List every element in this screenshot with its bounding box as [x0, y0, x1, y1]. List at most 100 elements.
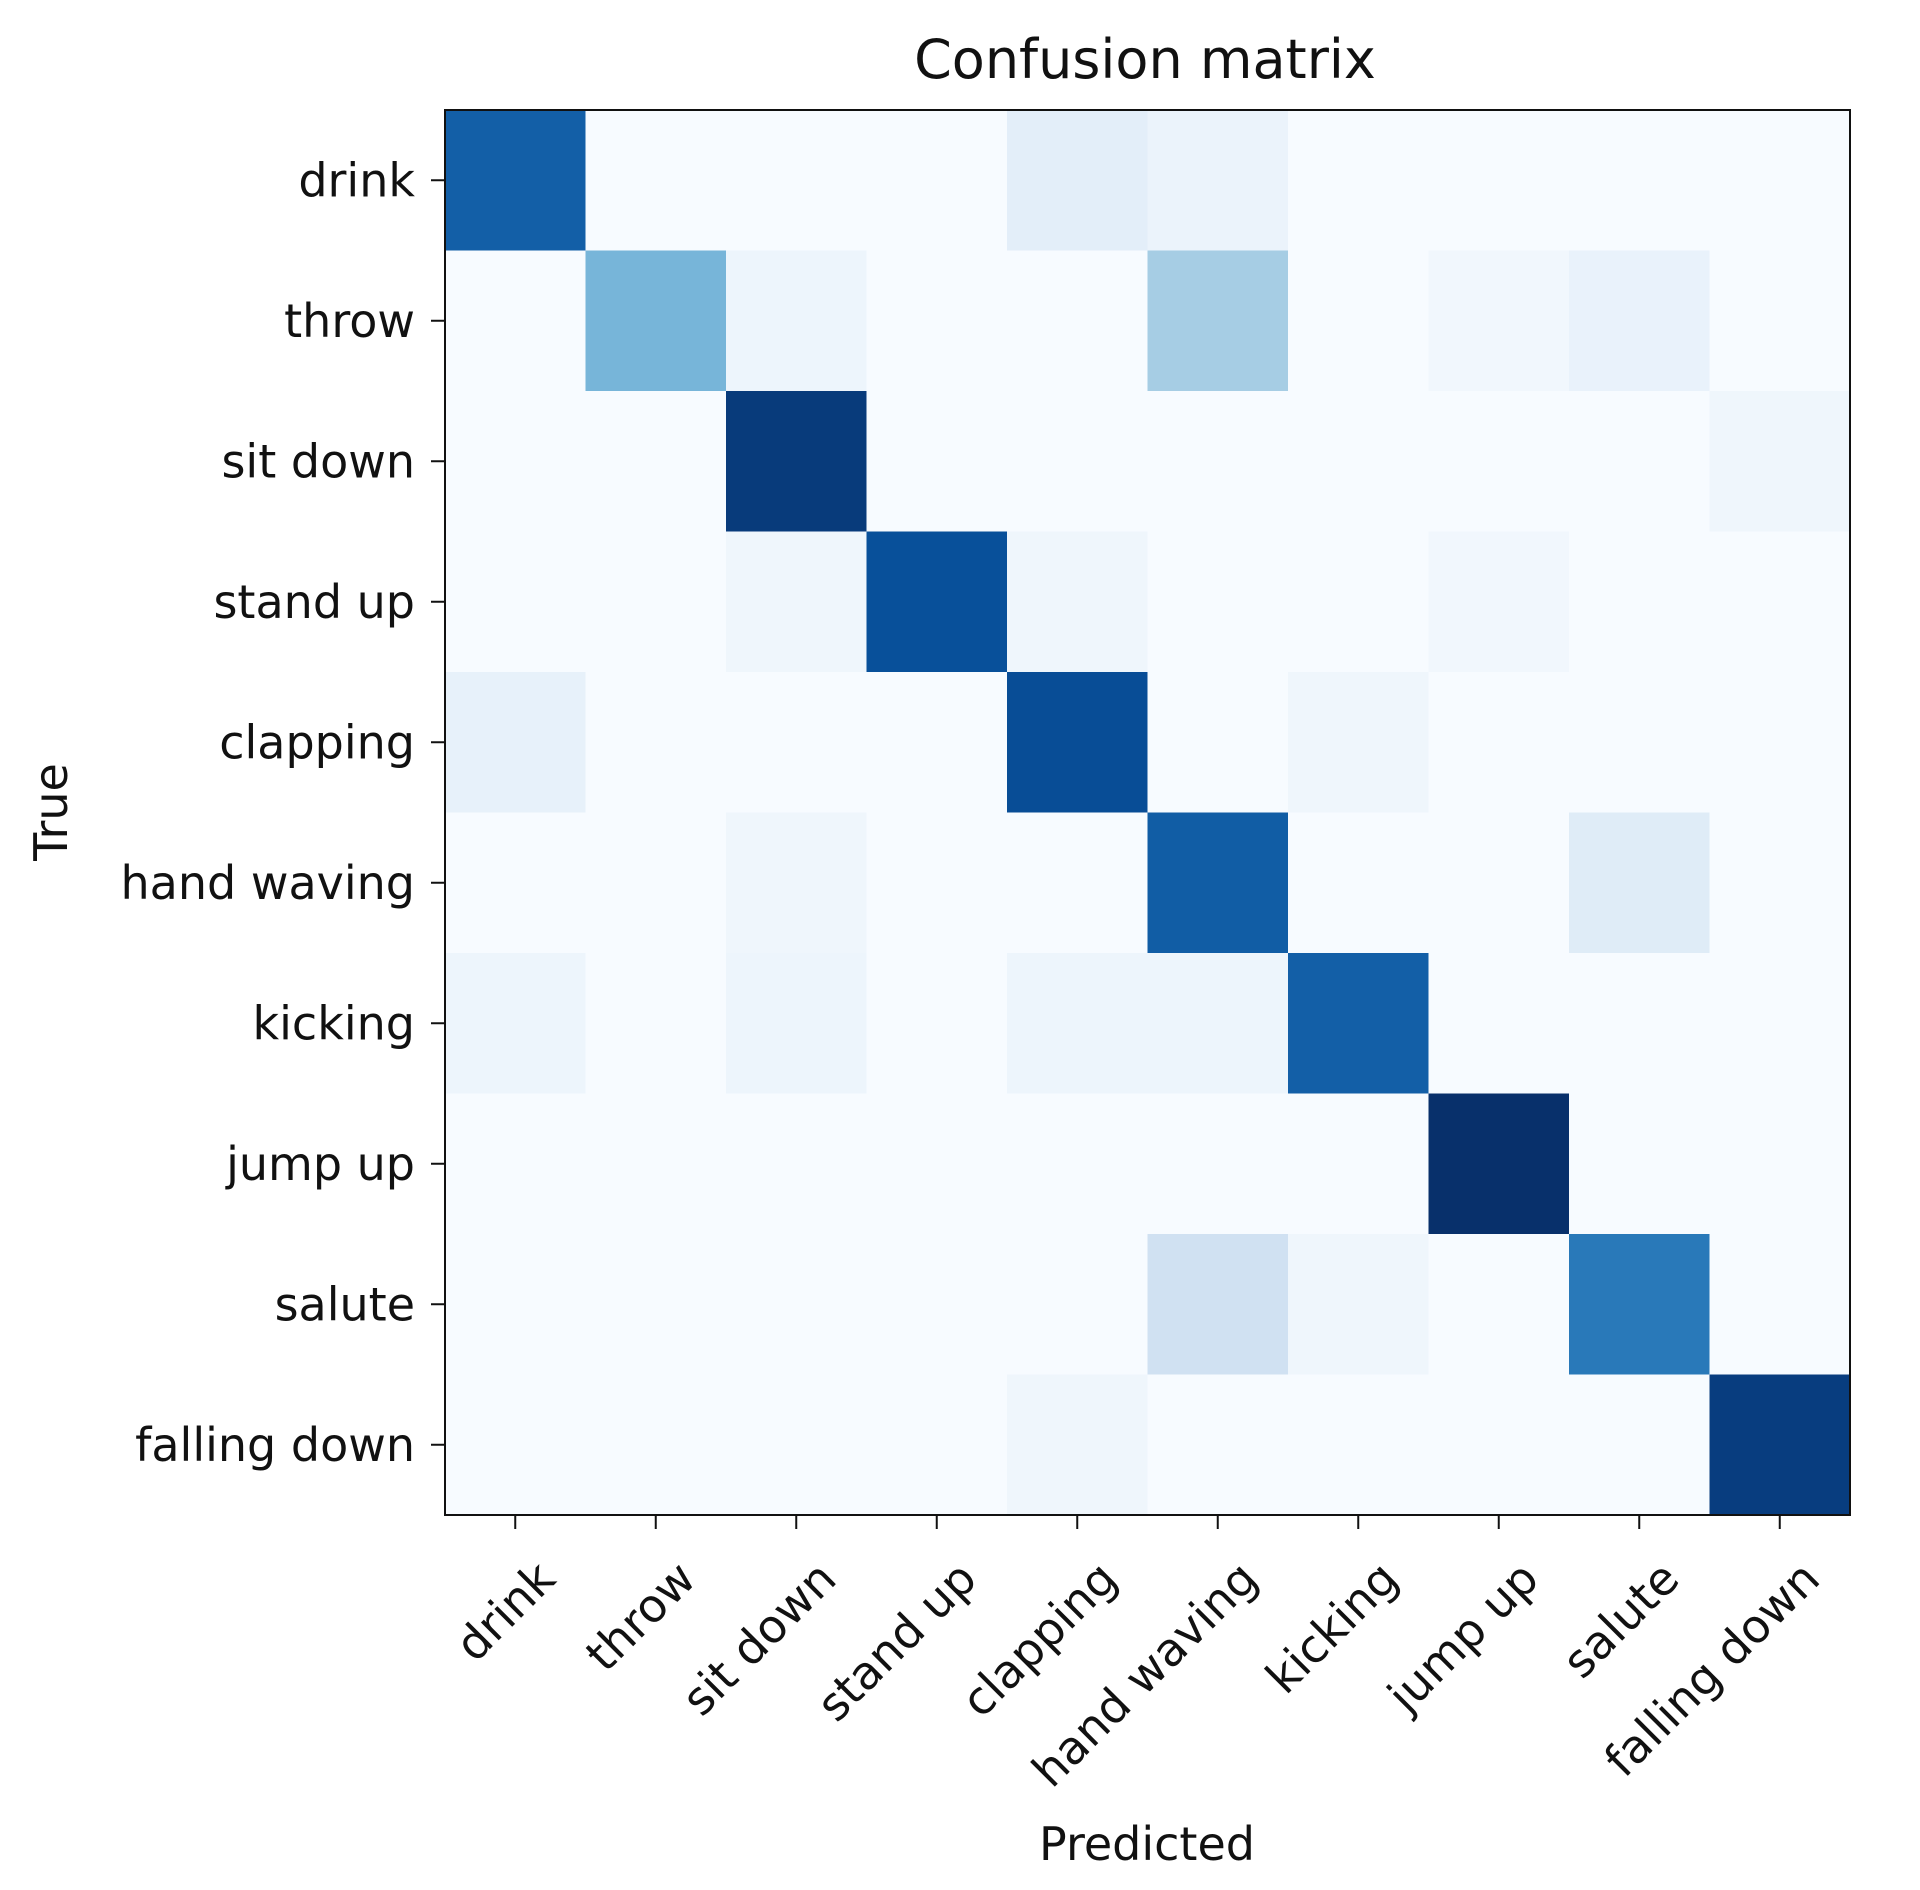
heatmap-cell-jump-up-salute: [1569, 1093, 1710, 1235]
heatmap-cell-kicking-hand-waving: [1147, 953, 1289, 1094]
heatmap-cell-hand-waving-throw: [585, 812, 727, 954]
heatmap-cell-sit-down-salute: [1569, 391, 1710, 532]
heatmap-cell-jump-up-kicking: [1288, 1093, 1429, 1235]
heatmap-cell-clapping-sit-down: [726, 672, 867, 813]
heatmap-cell-drink-drink: [445, 110, 586, 251]
x-tick-label-salute: salute: [1552, 1551, 1689, 1688]
heatmap-cell-throw-kicking: [1288, 250, 1429, 392]
heatmap-cell-drink-jump-up: [1428, 110, 1570, 251]
heatmap-cell-sit-down-hand-waving: [1147, 391, 1289, 532]
heatmap-cell-clapping-jump-up: [1428, 672, 1570, 813]
y-tick-label-jump-up: jump up: [225, 1137, 415, 1191]
x-tick-label-throw: throw: [575, 1551, 706, 1682]
heatmap-cell-salute-stand-up: [866, 1234, 1008, 1375]
heatmap-cell-hand-waving-falling-down: [1709, 812, 1851, 954]
heatmap-cell-stand-up-salute: [1569, 531, 1710, 673]
heatmap-cell-drink-throw: [585, 110, 727, 251]
heatmap-cell-clapping-falling-down: [1709, 672, 1851, 813]
heatmap-cell-hand-waving-salute: [1569, 812, 1710, 954]
heatmap-cell-hand-waving-hand-waving: [1147, 812, 1289, 954]
heatmap-cell-hand-waving-clapping: [1007, 812, 1148, 954]
heatmap-cell-throw-sit-down: [726, 250, 867, 392]
heatmap-cell-salute-throw: [585, 1234, 727, 1375]
y-axis-ticks: drink throw sit down stand up clapping hand w…: [121, 153, 445, 1472]
heatmap-cell-stand-up-drink: [445, 531, 586, 673]
heatmap-cell-drink-kicking: [1288, 110, 1429, 251]
heatmap-cell-sit-down-sit-down: [726, 391, 867, 532]
y-axis-label: True: [24, 763, 78, 862]
heatmap-cell-salute-drink: [445, 1234, 586, 1375]
chart-title: Confusion matrix: [914, 28, 1376, 91]
heatmap-cell-jump-up-sit-down: [726, 1093, 867, 1235]
heatmap-cell-clapping-hand-waving: [1147, 672, 1289, 813]
heatmap-cells: [445, 110, 1851, 1516]
heatmap-cell-kicking-salute: [1569, 953, 1710, 1094]
heatmap-cell-hand-waving-jump-up: [1428, 812, 1570, 954]
heatmap-cell-salute-sit-down: [726, 1234, 867, 1375]
heatmap-cell-kicking-jump-up: [1428, 953, 1570, 1094]
heatmap-cell-sit-down-falling-down: [1709, 391, 1851, 532]
y-tick-label-clapping: clapping: [219, 715, 415, 769]
heatmap-cell-kicking-falling-down: [1709, 953, 1851, 1094]
heatmap-cell-drink-stand-up: [866, 110, 1008, 251]
heatmap-cell-stand-up-jump-up: [1428, 531, 1570, 673]
heatmap-cell-throw-falling-down: [1709, 250, 1851, 392]
heatmap-cell-falling-down-clapping: [1007, 1374, 1148, 1516]
heatmap-cell-falling-down-stand-up: [866, 1374, 1008, 1516]
heatmap-cell-kicking-throw: [585, 953, 727, 1094]
heatmap-cell-hand-waving-stand-up: [866, 812, 1008, 954]
heatmap-cell-throw-clapping: [1007, 250, 1148, 392]
heatmap-cell-stand-up-sit-down: [726, 531, 867, 673]
heatmap-cell-kicking-stand-up: [866, 953, 1008, 1094]
heatmap-cell-kicking-clapping: [1007, 953, 1148, 1094]
y-tick-label-falling-down: falling down: [135, 1418, 415, 1472]
heatmap-cell-drink-clapping: [1007, 110, 1148, 251]
x-tick-label-drink: drink: [445, 1551, 566, 1672]
heatmap-cell-stand-up-kicking: [1288, 531, 1429, 673]
heatmap-cell-hand-waving-sit-down: [726, 812, 867, 954]
x-axis-label: Predicted: [1039, 1817, 1255, 1871]
heatmap-cell-drink-salute: [1569, 110, 1710, 251]
heatmap-cell-jump-up-hand-waving: [1147, 1093, 1289, 1235]
y-tick-label-sit-down: sit down: [221, 434, 415, 488]
heatmap-cell-clapping-throw: [585, 672, 727, 813]
heatmap-cell-falling-down-salute: [1569, 1374, 1710, 1516]
heatmap-cell-salute-jump-up: [1428, 1234, 1570, 1375]
heatmap-cell-sit-down-stand-up: [866, 391, 1008, 532]
heatmap-cell-kicking-sit-down: [726, 953, 867, 1094]
heatmap-cell-stand-up-hand-waving: [1147, 531, 1289, 673]
heatmap-cell-falling-down-drink: [445, 1374, 586, 1516]
heatmap-cell-kicking-drink: [445, 953, 586, 1094]
heatmap-cell-sit-down-drink: [445, 391, 586, 532]
heatmap-cell-stand-up-falling-down: [1709, 531, 1851, 673]
x-tick-label-jump-up: jump up: [1376, 1551, 1548, 1723]
heatmap-cell-throw-throw: [585, 250, 727, 392]
heatmap-cell-sit-down-throw: [585, 391, 727, 532]
heatmap-cell-salute-kicking: [1288, 1234, 1429, 1375]
heatmap-cell-salute-falling-down: [1709, 1234, 1851, 1375]
y-tick-label-drink: drink: [298, 153, 415, 207]
heatmap-cell-jump-up-clapping: [1007, 1093, 1148, 1235]
heatmap-cell-stand-up-throw: [585, 531, 727, 673]
heatmap-cell-clapping-drink: [445, 672, 586, 813]
heatmap-cell-throw-hand-waving: [1147, 250, 1289, 392]
heatmap-cell-falling-down-throw: [585, 1374, 727, 1516]
heatmap-cell-salute-hand-waving: [1147, 1234, 1289, 1375]
y-tick-label-hand-waving: hand waving: [121, 856, 416, 910]
heatmap-cell-jump-up-drink: [445, 1093, 586, 1235]
heatmap-cell-falling-down-hand-waving: [1147, 1374, 1289, 1516]
heatmap-cell-stand-up-clapping: [1007, 531, 1148, 673]
plot-frame: [444, 109, 1851, 1516]
heatmap-cell-sit-down-kicking: [1288, 391, 1429, 532]
heatmap-cell-hand-waving-kicking: [1288, 812, 1429, 954]
y-tick-label-salute: salute: [275, 1277, 415, 1331]
heatmap-cell-throw-salute: [1569, 250, 1710, 392]
heatmap-cell-drink-hand-waving: [1147, 110, 1289, 251]
heatmap-cell-throw-jump-up: [1428, 250, 1570, 392]
heatmap-cell-drink-falling-down: [1709, 110, 1851, 251]
heatmap-cell-salute-clapping: [1007, 1234, 1148, 1375]
heatmap-cell-throw-drink: [445, 250, 586, 392]
